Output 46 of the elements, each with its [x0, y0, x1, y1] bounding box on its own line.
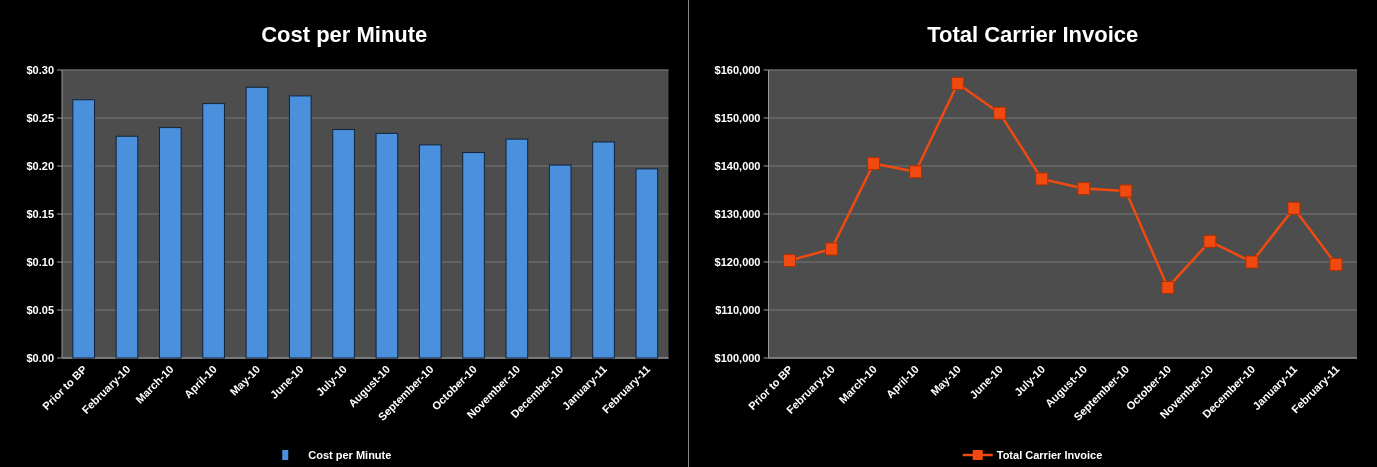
y-tick-label: $140,000: [714, 159, 761, 172]
y-tick-label: $110,000: [715, 303, 761, 316]
bar: [375, 132, 399, 359]
chart-title: Cost per Minute: [261, 22, 428, 47]
chart-title: Total Carrier Invoice: [927, 22, 1139, 47]
point: [1077, 182, 1091, 196]
point: [783, 254, 797, 268]
bar: [115, 135, 139, 359]
y-tick-label: $0.05: [26, 303, 54, 316]
bar: [548, 164, 572, 359]
point: [1287, 201, 1301, 215]
y-tick-label: $130,000: [714, 207, 761, 220]
bar: [202, 103, 225, 359]
legend-label: Cost per Minute: [308, 449, 392, 461]
point: [867, 157, 881, 171]
y-tick-label: $0.00: [26, 351, 54, 364]
bar: [505, 138, 529, 359]
y-tick-label: $0.30: [26, 63, 54, 76]
y-tick-label: $150,000: [714, 111, 761, 124]
point: [1035, 172, 1049, 186]
bar: [288, 95, 312, 359]
y-tick-label: $0.20: [26, 159, 54, 172]
y-tick-label: $0.25: [26, 111, 54, 124]
point: [1203, 234, 1217, 248]
y-tick-label: $160,000: [714, 63, 761, 76]
point: [951, 76, 965, 90]
point: [825, 242, 839, 256]
bar: [418, 144, 442, 359]
y-tick-label: $100,000: [714, 351, 761, 364]
bar: [635, 168, 659, 359]
point: [1119, 184, 1133, 198]
y-tick-label: $120,000: [714, 255, 761, 268]
y-tick-label: $0.15: [26, 207, 54, 220]
bar: [332, 129, 355, 359]
point: [1161, 280, 1175, 294]
y-tick-label: $0.10: [26, 255, 54, 268]
point: [909, 165, 923, 179]
point: [1329, 257, 1343, 271]
bar: [245, 86, 269, 359]
bar: [72, 99, 95, 359]
bar: [592, 141, 615, 359]
point: [1245, 255, 1259, 269]
bar: [158, 127, 182, 359]
bar: [462, 152, 485, 359]
legend-label: Total Carrier Invoice: [996, 449, 1103, 461]
point: [993, 106, 1007, 120]
